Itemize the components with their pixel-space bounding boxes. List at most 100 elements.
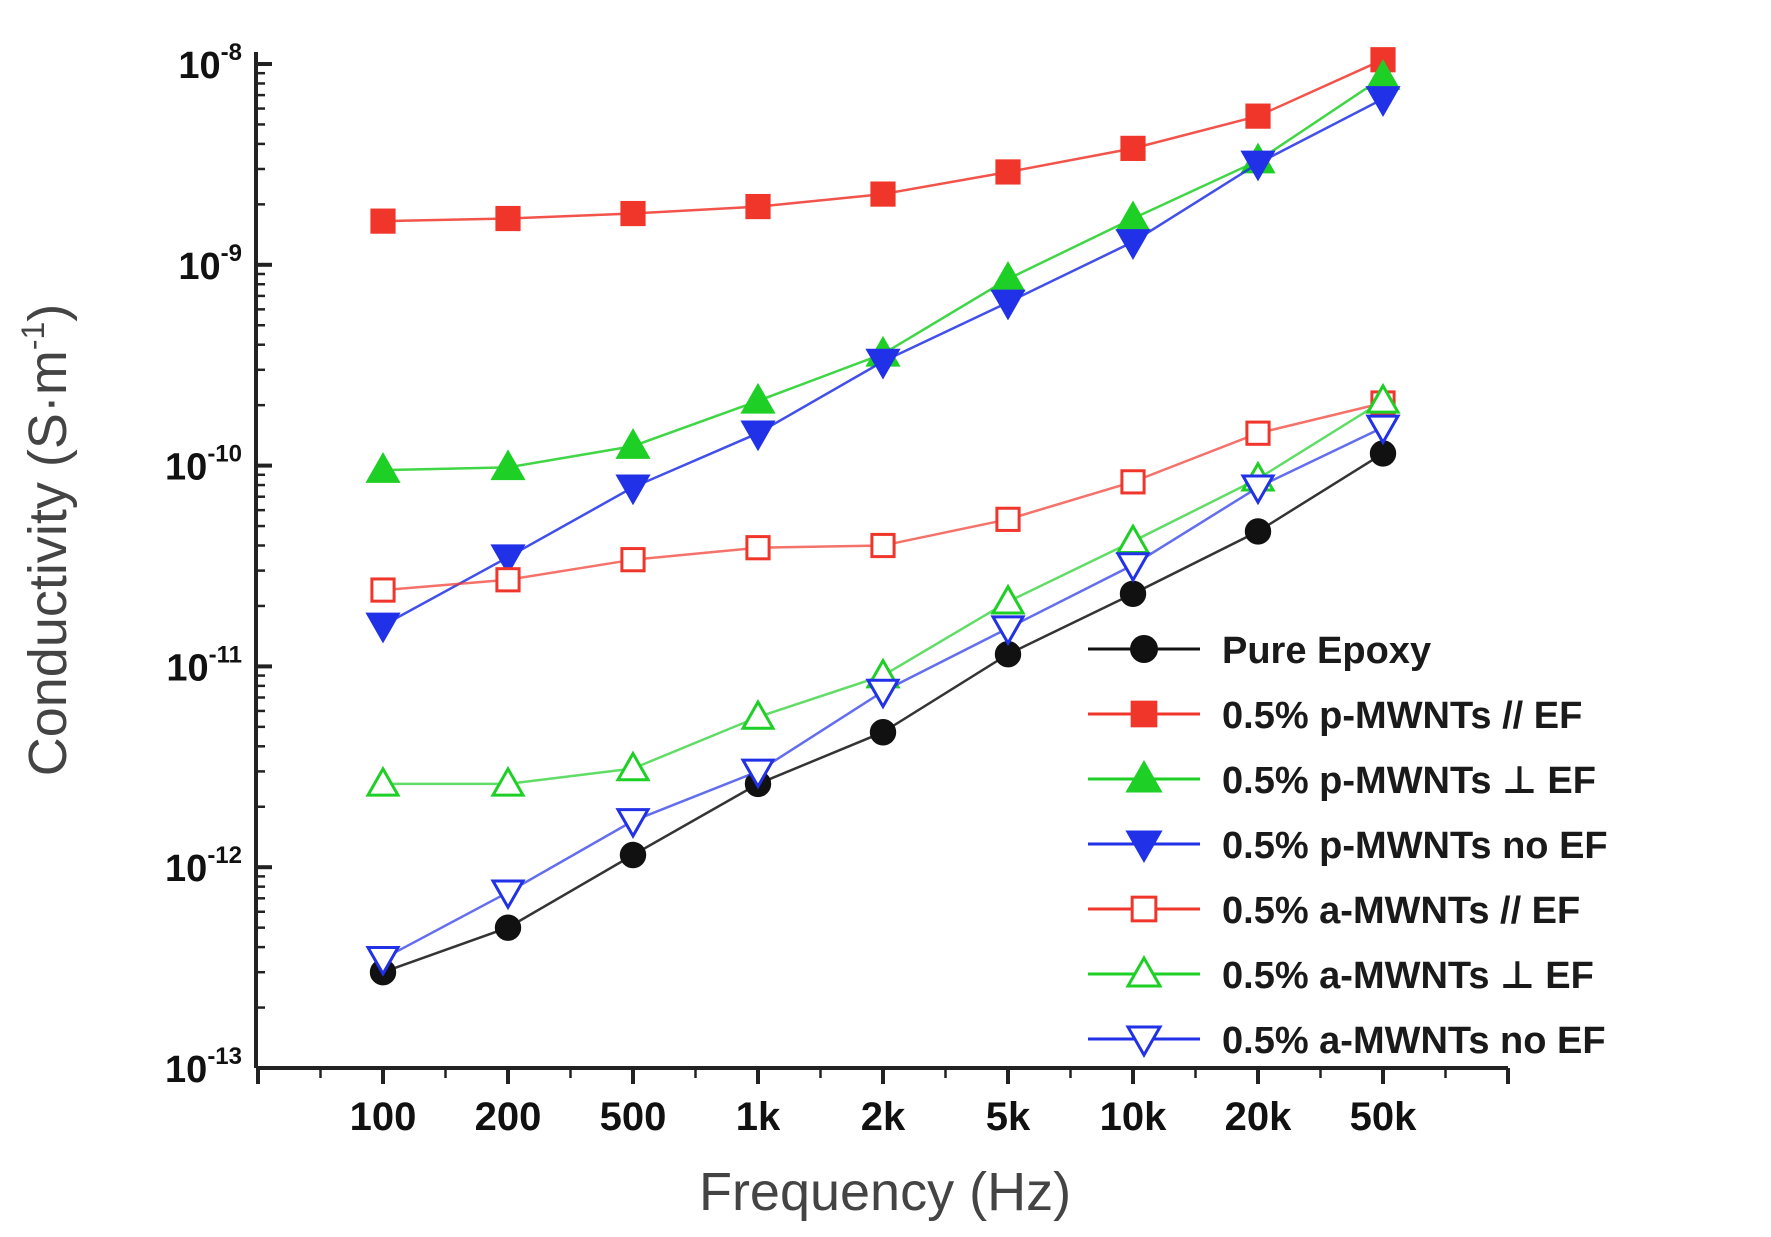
data-point xyxy=(1245,420,1271,446)
data-point xyxy=(615,474,651,506)
data-point xyxy=(365,765,401,797)
legend-entry: 0.5% p-MWNTs no EF xyxy=(1088,825,1608,867)
y-tick-label: 10-8 xyxy=(178,39,242,87)
x-axis-title: Frequency (Hz) xyxy=(699,1162,1071,1222)
data-point xyxy=(865,348,901,380)
data-point xyxy=(490,449,526,481)
legend-entry: 0.5% p-MWNTs // EF xyxy=(1088,695,1582,737)
data-point xyxy=(1115,200,1151,232)
x-tick-label: 5k xyxy=(986,1095,1031,1139)
data-point xyxy=(490,879,526,911)
data-point xyxy=(1115,523,1151,555)
data-point xyxy=(1240,474,1276,506)
y-tick-label: 10-13 xyxy=(165,1043,242,1091)
x-tick-label: 500 xyxy=(600,1095,667,1139)
y-tick-label-exponent: -9 xyxy=(221,240,242,267)
y-axis-title-dot: · xyxy=(18,395,78,413)
data-point xyxy=(365,946,401,977)
data-point xyxy=(365,452,401,483)
data-point xyxy=(619,841,647,869)
legend-marker xyxy=(1130,700,1158,728)
x-tick-label: 100 xyxy=(350,1095,417,1139)
x-tick-label: 20k xyxy=(1225,1095,1292,1139)
y-tick-label-exponent: -8 xyxy=(221,39,242,66)
data-point xyxy=(1115,229,1151,260)
y-axis-title-close: ) xyxy=(18,304,78,322)
x-tick-label: 2k xyxy=(861,1095,906,1139)
y-tick-label-base: 10 xyxy=(166,647,208,689)
legend-entry: 0.5% a-MWNTs no EF xyxy=(1088,1020,1606,1062)
legend-marker xyxy=(1125,954,1163,988)
y-tick-label-exponent: -12 xyxy=(207,842,242,869)
y-tick-label-exponent: -11 xyxy=(209,641,242,668)
data-point xyxy=(495,205,521,232)
y-axis-title: Conductivity (S·m-1) xyxy=(15,304,78,777)
y-tick-label: 10-9 xyxy=(178,240,242,288)
data-point xyxy=(1120,135,1146,161)
data-point xyxy=(990,289,1026,321)
x-tick-label: 200 xyxy=(475,1095,542,1139)
data-point xyxy=(1365,414,1401,446)
series-5 xyxy=(370,390,1396,603)
series-line xyxy=(382,76,1384,472)
data-point xyxy=(740,698,776,730)
y-axis-title-sup: -1 xyxy=(15,322,51,350)
y-tick-label-base: 10 xyxy=(165,447,207,489)
y-tick-label: 10-11 xyxy=(166,641,242,689)
y-tick-label-base: 10 xyxy=(178,45,220,87)
data-point xyxy=(869,719,897,746)
data-point xyxy=(1245,103,1271,129)
data-point xyxy=(740,420,776,452)
legend-entry: 0.5% a-MWNTs // EF xyxy=(1088,890,1580,932)
legend-label: 0.5% a-MWNTs // EF xyxy=(1222,890,1580,932)
data-point xyxy=(990,260,1026,292)
legend: Pure Epoxy 0.5% p-MWNTs // EF 0.5% p-MWNTs… xyxy=(1088,630,1608,1062)
data-point xyxy=(870,181,896,207)
series-group xyxy=(365,47,1401,986)
legend-marker xyxy=(1130,635,1158,663)
legend-entry: 0.5% a-MWNTs ⊥ EF xyxy=(1088,954,1594,997)
series-1 xyxy=(369,440,1397,986)
data-point xyxy=(1119,580,1147,607)
data-point xyxy=(615,428,651,459)
series-4 xyxy=(365,86,1401,644)
data-point xyxy=(494,914,522,941)
data-point xyxy=(620,200,646,227)
legend-entry: 0.5% p-MWNTs ⊥ EF xyxy=(1088,759,1596,802)
data-point xyxy=(490,544,526,576)
y-tick-label-base: 10 xyxy=(178,246,220,288)
y-tick-label-exponent: -13 xyxy=(207,1043,242,1070)
data-point xyxy=(740,382,776,414)
y-tick-label: 10-10 xyxy=(165,441,242,489)
data-point xyxy=(1244,518,1272,545)
data-point xyxy=(740,758,776,790)
data-point xyxy=(370,577,396,603)
x-tick-label: 1k xyxy=(736,1095,781,1139)
data-point xyxy=(1115,552,1151,583)
series-7 xyxy=(365,414,1401,977)
data-point xyxy=(1120,469,1146,495)
data-point xyxy=(865,678,901,710)
data-point xyxy=(990,615,1026,647)
series-line xyxy=(382,401,1384,592)
data-point xyxy=(490,765,526,797)
y-tick-label-base: 10 xyxy=(165,848,207,890)
x-tick-label: 50k xyxy=(1350,1095,1417,1139)
legend-label: 0.5% p-MWNTs // EF xyxy=(1222,695,1582,737)
legend-marker xyxy=(1125,830,1163,864)
y-axis-title-unit: m xyxy=(18,350,78,395)
legend-label: 0.5% a-MWNTs ⊥ EF xyxy=(1222,955,1594,997)
data-point xyxy=(615,750,651,782)
data-point xyxy=(990,583,1026,615)
legend-marker xyxy=(1125,1025,1163,1059)
legend-label: Pure Epoxy xyxy=(1222,630,1431,672)
data-point xyxy=(620,547,646,573)
data-point xyxy=(370,208,396,234)
data-point xyxy=(1365,86,1401,117)
data-point xyxy=(745,193,771,220)
x-tick-label: 10k xyxy=(1100,1095,1167,1139)
legend-entry: Pure Epoxy xyxy=(1088,630,1431,672)
series-2 xyxy=(370,47,1396,234)
